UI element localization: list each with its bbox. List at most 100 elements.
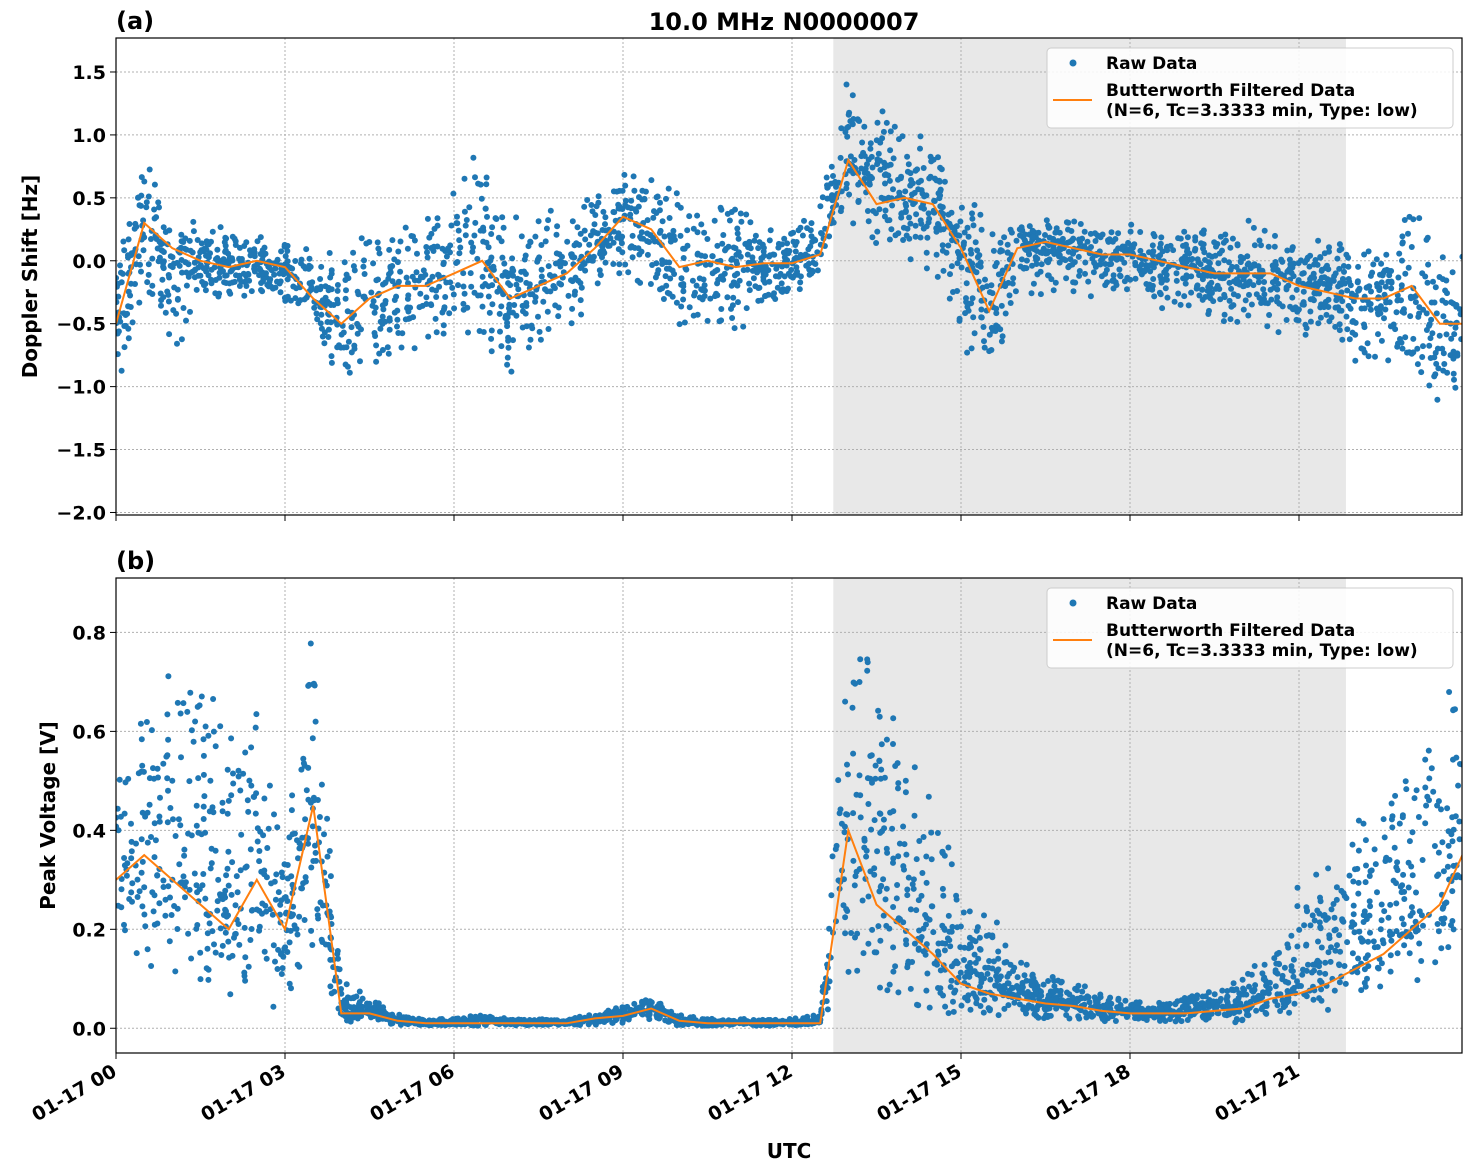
raw-point [799,232,806,239]
raw-point [895,853,902,860]
raw-point [1374,964,1381,971]
raw-point [1367,929,1373,936]
raw-point [850,810,857,817]
raw-point [252,724,259,731]
raw-point [490,266,497,273]
raw-point [709,270,716,277]
raw-point [694,212,701,219]
raw-point [686,213,693,220]
raw-point [1367,868,1374,875]
raw-point [876,206,883,213]
raw-point [718,306,725,312]
raw-point [248,744,255,751]
raw-point [1401,942,1408,949]
raw-point [884,217,891,224]
raw-point [1037,291,1044,298]
raw-point [1002,942,1009,949]
raw-point [982,276,988,283]
raw-point [1344,326,1351,333]
raw-point [857,656,864,663]
raw-point [177,710,184,717]
raw-point [1092,230,1098,237]
raw-point [964,224,971,231]
raw-point [1183,1006,1190,1013]
raw-point [581,227,588,234]
raw-point [1186,998,1193,1005]
raw-point [1284,247,1291,254]
raw-point [622,261,629,268]
raw-point [1336,932,1343,939]
raw-point [1414,345,1421,352]
raw-point [1436,332,1443,339]
raw-point [440,330,447,337]
raw-point [172,968,179,975]
raw-point [1184,234,1191,241]
raw-point [937,203,944,210]
raw-point [218,952,225,958]
raw-point [543,225,550,232]
raw-point [241,969,248,976]
raw-point [920,165,927,171]
raw-point [544,288,551,295]
raw-point [947,984,954,990]
raw-point [321,831,327,838]
raw-point [1141,267,1148,274]
raw-point [156,813,163,820]
raw-point [729,315,736,321]
raw-point [142,923,149,930]
raw-point [967,959,974,966]
raw-point [361,257,367,264]
raw-point [166,331,173,338]
raw-point [1291,1000,1298,1007]
raw-point [224,810,231,817]
raw-point [1043,217,1050,224]
raw-point [502,312,509,319]
raw-point [193,822,200,829]
raw-point [922,912,929,918]
raw-point [1434,921,1441,927]
raw-point [405,315,412,322]
raw-point [116,275,120,281]
raw-point [1260,286,1267,293]
raw-point [290,283,297,290]
raw-point [1002,283,1009,290]
raw-point [274,966,281,972]
raw-point [571,291,578,298]
raw-point [1281,964,1288,971]
raw-point [936,178,943,185]
raw-point [937,967,944,974]
raw-point [1393,928,1400,935]
raw-point [869,164,876,171]
raw-point [737,210,744,217]
raw-point [116,283,120,290]
raw-point [797,224,804,231]
raw-point [986,1007,993,1014]
raw-point [1368,288,1374,295]
raw-point [1277,1008,1284,1014]
raw-point [525,243,532,250]
raw-point [696,275,703,282]
raw-point [954,249,961,255]
raw-point [1392,326,1399,333]
raw-point [321,340,328,347]
raw-point [954,288,961,294]
raw-point [447,249,453,256]
raw-point [1433,360,1440,367]
raw-point [272,896,279,903]
raw-point [1286,1009,1293,1016]
y-axis-label: Doppler Shift [Hz] [18,175,42,379]
raw-point [992,263,999,270]
raw-point [397,268,404,275]
raw-point [523,279,530,286]
raw-point [1045,978,1052,984]
raw-point [1327,958,1334,965]
raw-point [402,224,409,231]
raw-point [864,170,871,177]
raw-point [1194,282,1201,289]
raw-point [969,295,976,302]
raw-point [1029,972,1036,979]
raw-point [1256,237,1263,244]
raw-point [1214,282,1221,289]
raw-point [889,202,896,209]
raw-point [684,227,691,234]
